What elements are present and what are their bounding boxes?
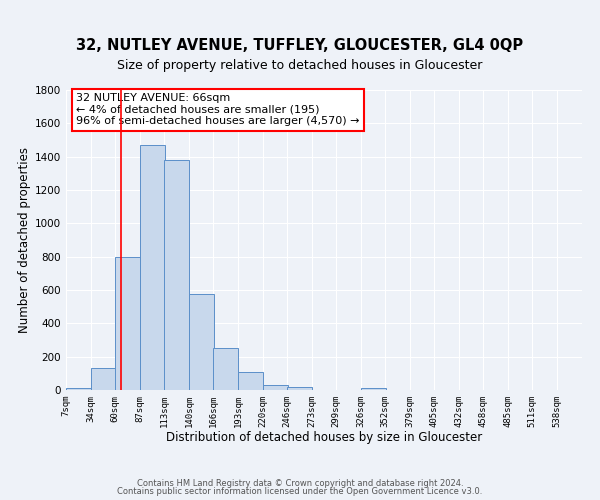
Bar bbox=[361, 388, 386, 390]
Text: Contains public sector information licensed under the Open Government Licence v3: Contains public sector information licen… bbox=[118, 487, 482, 496]
Y-axis label: Number of detached properties: Number of detached properties bbox=[18, 147, 31, 333]
Bar bbox=[140, 145, 165, 390]
Bar bbox=[213, 348, 238, 390]
Text: Size of property relative to detached houses in Gloucester: Size of property relative to detached ho… bbox=[118, 60, 482, 72]
Text: 32 NUTLEY AVENUE: 66sqm
← 4% of detached houses are smaller (195)
96% of semi-de: 32 NUTLEY AVENUE: 66sqm ← 4% of detached… bbox=[76, 93, 360, 126]
Text: 32, NUTLEY AVENUE, TUFFLEY, GLOUCESTER, GL4 0QP: 32, NUTLEY AVENUE, TUFFLEY, GLOUCESTER, … bbox=[76, 38, 524, 52]
Bar bbox=[66, 388, 91, 390]
Bar bbox=[189, 294, 214, 390]
Bar bbox=[115, 256, 140, 390]
Text: Contains HM Land Registry data © Crown copyright and database right 2024.: Contains HM Land Registry data © Crown c… bbox=[137, 478, 463, 488]
Bar bbox=[287, 386, 312, 390]
Bar bbox=[164, 160, 189, 390]
X-axis label: Distribution of detached houses by size in Gloucester: Distribution of detached houses by size … bbox=[166, 432, 482, 444]
Bar bbox=[263, 385, 288, 390]
Bar bbox=[238, 372, 263, 390]
Bar bbox=[91, 368, 116, 390]
